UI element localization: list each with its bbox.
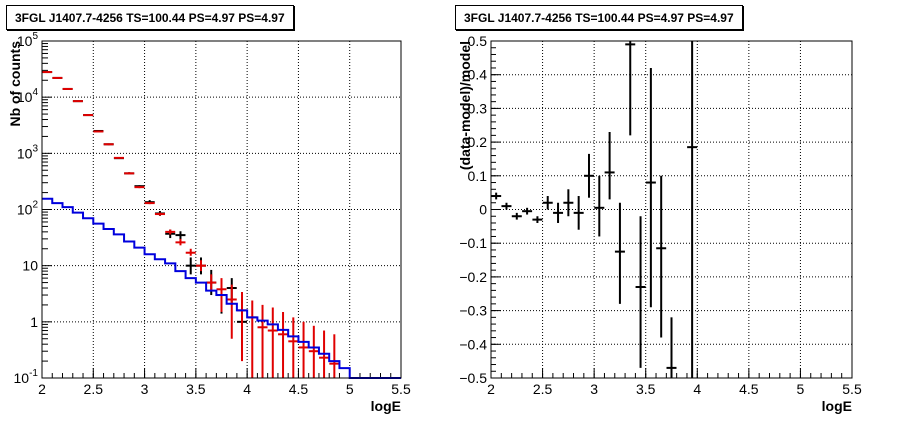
model-point	[288, 317, 299, 378]
y-axis-label: Nb of counts	[7, 41, 23, 127]
y-axis-label: (data-model)/model	[457, 41, 473, 170]
x-axis-label: logE	[822, 398, 852, 414]
model-point	[175, 238, 186, 246]
x-tick-label: 2.5	[533, 381, 553, 397]
residual-point	[501, 202, 512, 210]
y-tick-label: −0.1	[459, 235, 487, 251]
residual-point	[614, 202, 625, 304]
x-tick-label: 3.5	[186, 381, 206, 397]
model-point	[62, 87, 73, 90]
residual-point	[522, 207, 533, 215]
x-axis-label: logE	[371, 398, 401, 414]
y-tick-label: −0.4	[459, 336, 487, 352]
y-tick-label: 0	[479, 202, 487, 218]
model-point	[308, 325, 319, 378]
residual-point	[656, 175, 667, 338]
model-point	[185, 248, 196, 256]
x-tick-label: 2	[38, 381, 46, 397]
residual-panel: 2 2.5 3 3.5 4 4.5 5 5.5 −0.5 −0.4 −0.3 −0.2 −0.1 0 0.1…	[457, 33, 862, 414]
x-tick-label: 4	[693, 381, 701, 397]
x-tick-label: 4.5	[289, 381, 309, 397]
y-tick-label: −0.2	[459, 269, 487, 285]
y-tick-label: 0.1	[468, 168, 488, 184]
model-point	[103, 143, 114, 146]
model-point	[154, 212, 165, 216]
model-point	[72, 100, 83, 103]
y-tick-label: −0.3	[459, 303, 487, 319]
residual-point	[604, 131, 615, 200]
model-point	[93, 130, 104, 133]
residual-point	[583, 153, 594, 198]
plot-area	[42, 41, 401, 378]
x-tick-label: 2.5	[84, 381, 104, 397]
data-point	[175, 231, 186, 240]
x-tick-label: 4	[243, 381, 251, 397]
model-point	[134, 186, 145, 189]
residual-point	[553, 202, 564, 223]
model-point	[257, 304, 268, 378]
residual-point	[491, 192, 502, 200]
model-point	[206, 274, 217, 292]
y-tick-label: −0.5	[459, 370, 487, 386]
data-point	[185, 257, 196, 275]
y-tick-label: 103	[17, 143, 39, 161]
plot-frame	[490, 40, 853, 379]
model-point	[226, 284, 237, 339]
residual-point	[511, 212, 522, 220]
source-model-step-line	[42, 197, 401, 379]
y-tick-label: 102	[17, 200, 39, 218]
chart-title-left: 3FGL J1407.7-4256 TS=100.44 PS=4.97 PS=4…	[6, 5, 294, 30]
model-point	[267, 307, 278, 378]
residual-point	[594, 175, 605, 237]
x-tick-label: 4.5	[739, 381, 759, 397]
x-tick-label: 5	[797, 381, 805, 397]
model-point	[298, 321, 309, 378]
residual-point	[645, 67, 656, 308]
y-tick-label: 105	[17, 31, 39, 49]
x-tick-label: 5.5	[842, 381, 862, 397]
residual-point	[573, 196, 584, 230]
residual-point	[532, 216, 543, 223]
model-point	[113, 156, 124, 159]
residual-point	[666, 317, 677, 378]
model-point	[83, 114, 94, 117]
model-point	[124, 172, 135, 175]
x-tick-label: 5	[346, 381, 354, 397]
y-tick-label: 0.4	[468, 67, 488, 83]
y-tick-label: 0.5	[468, 33, 488, 49]
chart-title-right: 3FGL J1407.7-4256 TS=100.44 PS=4.97 PS=4…	[455, 5, 743, 30]
residual-point	[687, 41, 698, 378]
y-tick-label: 0.3	[468, 100, 488, 116]
x-tick-label: 3	[590, 381, 598, 397]
model-point	[165, 229, 176, 235]
counts-panel: 2 2.5 3 3.5 4 4.5 5 5.5 10-1 1 10 102 103 104 105 logE N…	[7, 31, 411, 414]
model-point	[144, 202, 155, 205]
model-point	[278, 311, 289, 378]
x-tick-label: 5.5	[391, 381, 411, 397]
y-tick-label: 10-1	[14, 368, 39, 386]
x-tick-label: 3.5	[636, 381, 656, 397]
y-tick-label: 10	[22, 258, 38, 274]
residual-point	[563, 189, 574, 217]
residual-point	[635, 216, 646, 368]
y-tick-label: 0.2	[468, 134, 488, 150]
plot-frame	[41, 40, 402, 379]
residual-point	[625, 41, 636, 136]
y-tick-label: 104	[17, 87, 39, 105]
model-point	[329, 334, 340, 378]
x-tick-label: 2	[487, 381, 495, 397]
x-tick-label: 3	[141, 381, 149, 397]
y-tick-label: 1	[30, 314, 38, 330]
residual-point	[542, 196, 553, 210]
model-point	[195, 260, 206, 272]
